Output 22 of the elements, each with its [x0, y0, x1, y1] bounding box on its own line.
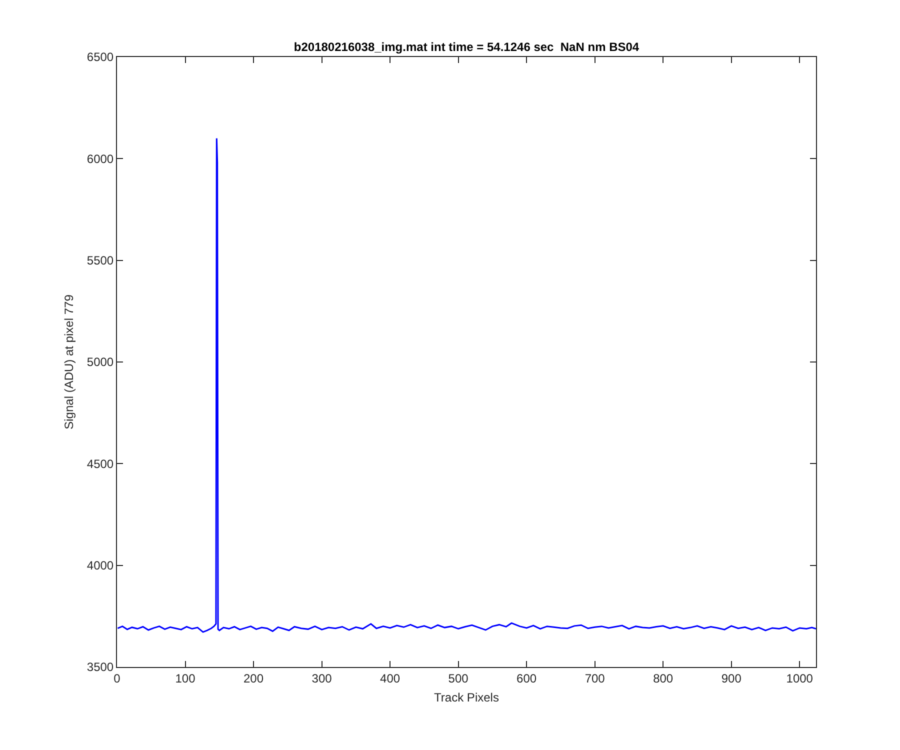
x-tick-label: 100: [175, 671, 196, 686]
x-tick-label: 0: [114, 671, 121, 686]
x-tick-label: 300: [312, 671, 332, 686]
x-tick-label: 900: [721, 671, 742, 686]
x-axis-title: Track Pixels: [434, 690, 499, 704]
y-tick-label: 6000: [86, 152, 114, 166]
x-tick-label: 200: [244, 671, 264, 686]
y-tick-label: 4000: [86, 558, 114, 573]
x-tick-label: 800: [653, 671, 674, 686]
x-tick-label: 400: [380, 671, 400, 686]
y-tick-label: 3500: [86, 660, 114, 674]
x-tick-label: 600: [516, 671, 537, 686]
x-tick-label: 500: [448, 671, 469, 686]
x-tick-label: 1000: [786, 671, 814, 686]
y-tick-label: 5500: [86, 254, 114, 268]
y-tick-label: 4500: [86, 456, 114, 471]
y-tick-label: 6500: [86, 50, 114, 64]
y-tick-label: 5000: [86, 355, 114, 370]
line-series: [117, 138, 816, 633]
y-axis-title: Signal (ADU) at pixel 779: [62, 294, 76, 430]
chart-title: b20180216038_img.mat int time = 54.1246 sec NaN nm BS04: [294, 40, 640, 54]
x-tick-label: 700: [584, 671, 606, 686]
